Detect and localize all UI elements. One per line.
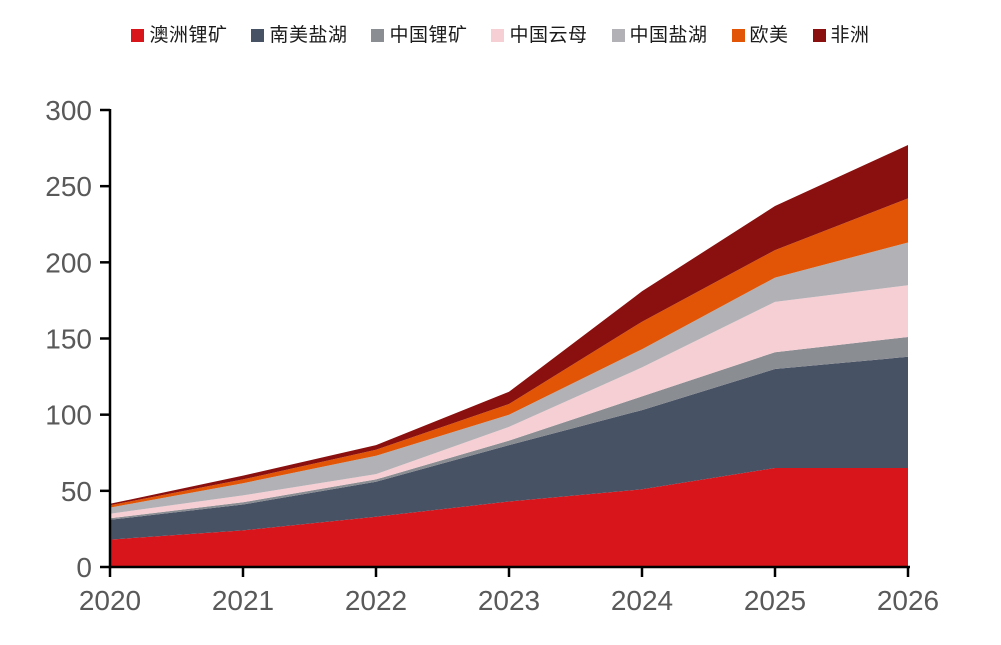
x-tick-label: 2021	[212, 585, 274, 616]
x-tick-label: 2025	[744, 585, 806, 616]
x-tick-label: 2023	[478, 585, 540, 616]
legend-item: 非洲	[812, 25, 870, 46]
legend-label: 中国云母	[509, 25, 588, 46]
y-tick-label: 300	[45, 95, 92, 126]
legend-label: 中国盐湖	[629, 25, 708, 46]
y-tick-label: 0	[76, 552, 92, 583]
y-tick-label: 50	[61, 476, 92, 507]
legend-label: 欧美	[749, 25, 789, 46]
legend-swatch-icon	[812, 29, 826, 42]
area-band	[110, 468, 908, 567]
y-tick-label: 100	[45, 400, 92, 431]
legend-swatch-icon	[611, 29, 625, 42]
legend-swatch-icon	[131, 29, 145, 42]
legend-item: 澳洲锂矿	[131, 26, 227, 45]
legend-label: 非洲	[830, 25, 870, 46]
legend-item: 中国锂矿	[371, 26, 467, 45]
legend-item: 中国盐湖	[611, 25, 708, 46]
x-tick-label: 2020	[79, 585, 141, 616]
legend-label: 南美盐湖	[269, 25, 348, 46]
legend-label: 澳洲锂矿	[149, 25, 228, 46]
legend-swatch-icon	[491, 29, 505, 42]
legend-item: 欧美	[731, 25, 789, 46]
x-tick-label: 2022	[345, 585, 407, 616]
y-tick-label: 150	[45, 324, 92, 355]
legend-swatch-icon	[371, 29, 385, 42]
legend-item: 南美盐湖	[251, 26, 347, 45]
area-band	[110, 337, 908, 520]
area-band	[110, 242, 908, 514]
x-tick-label: 2026	[877, 585, 939, 616]
y-tick-label: 250	[45, 171, 92, 202]
legend-item: 中国云母	[491, 26, 587, 45]
y-tick-label: 200	[45, 247, 92, 278]
area-band	[110, 356, 908, 540]
legend-swatch-icon	[731, 29, 745, 42]
legend-swatch-icon	[251, 29, 265, 42]
legend-label: 中国锂矿	[389, 25, 468, 46]
chart-legend: 澳洲锂矿 南美盐湖 中国锂矿 中国云母 中国盐湖 欧美 非洲	[0, 26, 1001, 45]
area-band	[110, 285, 908, 519]
x-tick-label: 2024	[611, 585, 673, 616]
